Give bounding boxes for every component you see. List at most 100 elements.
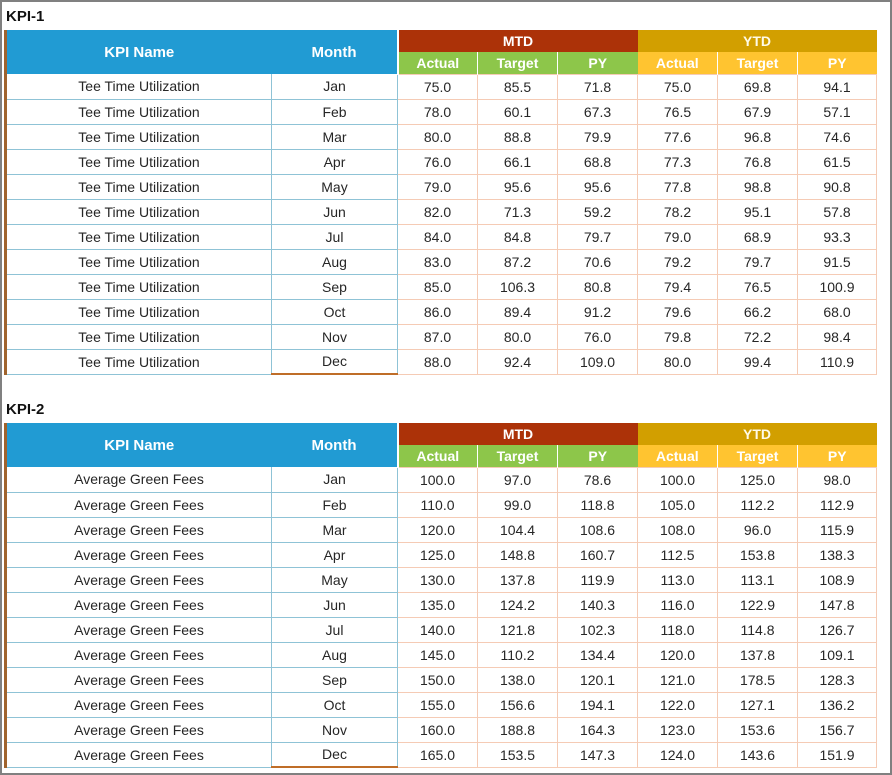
month-cell: Apr	[271, 149, 398, 175]
kpi-name-cell: Tee Time Utilization	[5, 124, 272, 150]
value-cell: 147.3	[557, 741, 638, 768]
value-cell: 130.0	[397, 566, 478, 593]
value-cell: 113.1	[717, 566, 798, 593]
value-cell: 79.8	[637, 323, 718, 350]
kpi-2-title: KPI-2	[6, 401, 45, 418]
table-row: Average Green Fees Feb 110.0 99.0 118.8 105.0…	[5, 491, 877, 518]
value-cell: 153.8	[717, 541, 798, 568]
col-header-ytd-target: Target	[717, 445, 798, 467]
value-cell: 150.0	[397, 666, 478, 693]
month-cell: Sep	[271, 667, 398, 693]
value-cell: 95.6	[557, 173, 638, 200]
value-cell: 68.9	[717, 223, 798, 250]
value-cell: 114.8	[717, 616, 798, 643]
table-row: Average Green Fees Dec 165.0 153.5 147.3 124.…	[5, 741, 877, 768]
month-cell: Jun	[271, 199, 398, 225]
month-cell: Dec	[271, 742, 398, 768]
value-cell: 91.5	[797, 248, 877, 275]
table-row: Average Green Fees Jun 135.0 124.2 140.3 116.…	[5, 591, 877, 618]
value-cell: 98.4	[797, 323, 877, 350]
value-cell: 160.0	[397, 716, 478, 743]
value-cell: 108.0	[637, 516, 718, 543]
value-cell: 102.3	[557, 616, 638, 643]
kpi-name-cell: Tee Time Utilization	[5, 174, 272, 200]
value-cell: 91.2	[557, 298, 638, 325]
value-cell: 96.8	[717, 123, 798, 150]
month-cell: Nov	[271, 324, 398, 350]
value-cell: 124.0	[637, 741, 718, 768]
month-cell: Nov	[271, 717, 398, 743]
value-cell: 122.9	[717, 591, 798, 618]
value-cell: 156.6	[477, 691, 558, 718]
kpi-1-title: KPI-1	[6, 8, 45, 25]
kpi-name-cell: Average Green Fees	[5, 492, 272, 518]
value-cell: 108.6	[557, 516, 638, 543]
kpi-name-cell: Tee Time Utilization	[5, 324, 272, 350]
kpi-name-cell: Average Green Fees	[5, 517, 272, 543]
value-cell: 115.9	[797, 516, 877, 543]
kpi-name-cell: Average Green Fees	[5, 467, 272, 493]
value-cell: 138.3	[797, 541, 877, 568]
value-cell: 61.5	[797, 148, 877, 175]
value-cell: 60.1	[477, 98, 558, 125]
value-cell: 110.9	[797, 348, 877, 375]
col-group-mtd: MTD	[396, 423, 638, 445]
kpi-name-cell: Average Green Fees	[5, 667, 272, 693]
value-cell: 80.0	[397, 123, 478, 150]
month-cell: May	[271, 174, 398, 200]
value-cell: 98.8	[717, 173, 798, 200]
month-cell: Mar	[271, 124, 398, 150]
header-row-groups: KPI Name Month MTD YTD	[5, 30, 877, 74]
kpi-name-cell: Average Green Fees	[5, 642, 272, 668]
value-cell: 59.2	[557, 198, 638, 225]
value-cell: 153.5	[477, 741, 558, 768]
value-cell: 126.7	[797, 616, 877, 643]
kpi-2-table: KPI Name Month MTD YTD Actual Target PY …	[4, 423, 877, 768]
table-row: Tee Time Utilization Jan 75.0 85.5 71.8 75.0 6…	[5, 73, 877, 100]
col-header-month: Month	[271, 30, 398, 74]
value-cell: 95.1	[717, 198, 798, 225]
kpi-1-table: KPI Name Month MTD YTD Actual Target PY …	[4, 30, 877, 375]
value-cell: 140.3	[557, 591, 638, 618]
value-cell: 100.9	[797, 273, 877, 300]
value-cell: 112.2	[717, 491, 798, 518]
value-cell: 88.8	[477, 123, 558, 150]
value-cell: 88.0	[397, 348, 478, 375]
col-header-ytd-target: Target	[717, 52, 798, 74]
value-cell: 123.0	[637, 716, 718, 743]
value-cell: 116.0	[637, 591, 718, 618]
value-cell: 75.0	[637, 73, 718, 100]
kpi-name-cell: Tee Time Utilization	[5, 199, 272, 225]
col-header-mtd-actual: Actual	[396, 445, 478, 467]
value-cell: 153.6	[717, 716, 798, 743]
table-row: Tee Time Utilization Feb 78.0 60.1 67.3 76.5 6…	[5, 98, 877, 125]
value-cell: 104.4	[477, 516, 558, 543]
col-header-ytd-py: PY	[797, 445, 877, 467]
value-cell: 100.0	[637, 466, 718, 493]
value-cell: 134.4	[557, 641, 638, 668]
value-cell: 137.8	[717, 641, 798, 668]
value-cell: 79.7	[717, 248, 798, 275]
value-cell: 79.0	[637, 223, 718, 250]
table-row: Tee Time Utilization Dec 88.0 92.4 109.0 80.0…	[5, 348, 877, 375]
value-cell: 99.4	[717, 348, 798, 375]
kpi-name-cell: Tee Time Utilization	[5, 74, 272, 100]
value-cell: 95.6	[477, 173, 558, 200]
value-cell: 136.2	[797, 691, 877, 718]
value-cell: 86.0	[397, 298, 478, 325]
table-row: Tee Time Utilization Sep 85.0 106.3 80.8 79.4…	[5, 273, 877, 300]
value-cell: 125.0	[717, 466, 798, 493]
value-cell: 90.8	[797, 173, 877, 200]
value-cell: 127.1	[717, 691, 798, 718]
kpi-name-cell: Average Green Fees	[5, 742, 272, 768]
kpi-1-table-body: Tee Time Utilization Jan 75.0 85.5 71.8 75.0 6…	[5, 73, 877, 375]
table-row: Tee Time Utilization Mar 80.0 88.8 79.9 77.6 9…	[5, 123, 877, 150]
value-cell: 124.2	[477, 591, 558, 618]
value-cell: 76.0	[557, 323, 638, 350]
value-cell: 89.4	[477, 298, 558, 325]
kpi-name-cell: Tee Time Utilization	[5, 274, 272, 300]
value-cell: 112.9	[797, 491, 877, 518]
col-header-mtd-target: Target	[477, 52, 558, 74]
value-cell: 194.1	[557, 691, 638, 718]
